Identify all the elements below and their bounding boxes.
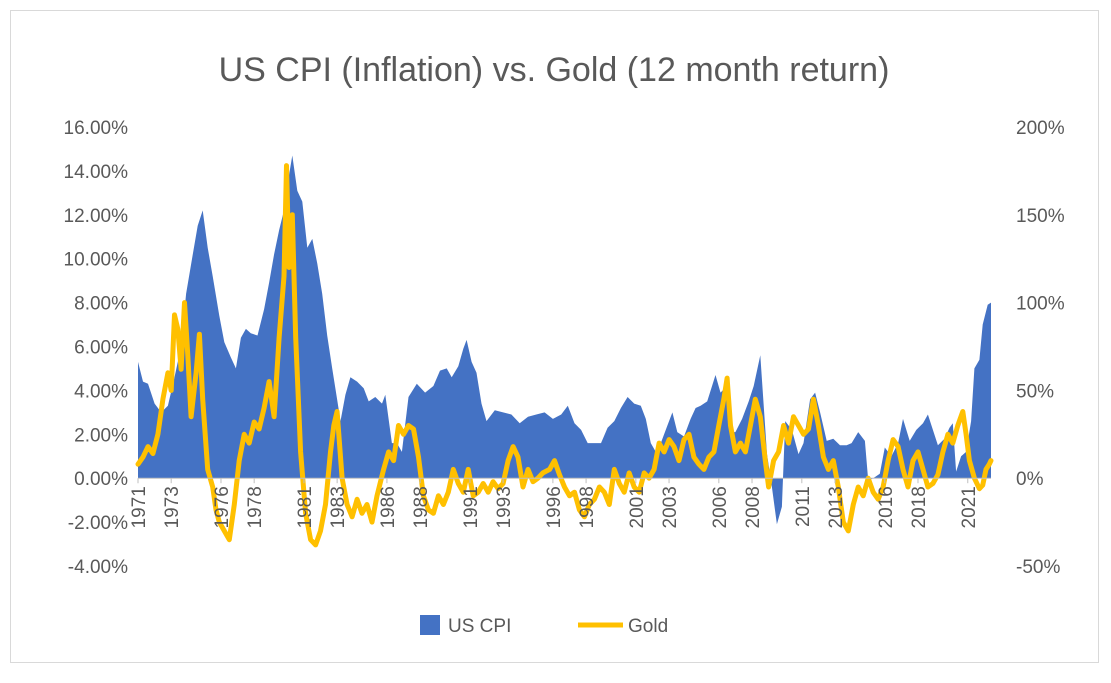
left-axis-tick-label: 0.00% (74, 469, 128, 490)
left-axis-tick-label: -4.00% (68, 557, 128, 578)
x-axis-tick-label: 1983 (328, 486, 349, 528)
right-axis-tick-label: 100% (1016, 294, 1065, 315)
x-axis-tick-label: 2006 (710, 486, 731, 528)
x-axis-tick-label: 1988 (411, 486, 432, 528)
cpi-series (138, 155, 991, 525)
chart: -4.00% -2.00% 0.00% 2.00% 4.00% 6.00% 8.00% 10.… (64, 51, 1065, 637)
x-axis-tick-label: 1986 (378, 486, 399, 528)
x-axis-tick-label: 1993 (494, 486, 515, 528)
x-axis-tick-label: 1991 (461, 486, 482, 528)
left-axis-tick-label: 14.00% (64, 162, 129, 183)
x-axis-tick-label: 1976 (212, 486, 233, 528)
left-axis-tick-label: -2.00% (68, 513, 128, 534)
axes-layer: -4.00% -2.00% 0.00% 2.00% 4.00% 6.00% 8.00% 10.… (64, 118, 1065, 578)
x-axis-tick-label: 2018 (909, 486, 930, 528)
x-axis-tick-label: 2001 (627, 486, 648, 528)
right-axis-tick-label: 0% (1016, 469, 1044, 490)
left-axis-tick-label: 10.00% (64, 250, 129, 271)
x-axis-tick-label: 2008 (743, 486, 764, 528)
x-axis-tick-label: 2003 (660, 486, 681, 528)
gold-line (135, 163, 994, 548)
right-axis-tick-label: 150% (1016, 206, 1065, 227)
legend-label-gold: Gold (628, 616, 668, 637)
left-axis-tick-label: 6.00% (74, 338, 128, 359)
x-axis-tick-label: 1973 (162, 486, 183, 528)
left-axis-tick-label: 4.00% (74, 381, 128, 402)
cpi-area (138, 155, 991, 525)
x-axis-tick-label: 2013 (826, 486, 847, 528)
x-axis-tick-label: 1998 (577, 486, 598, 528)
left-axis-tick-label: 16.00% (64, 118, 129, 139)
chart-frame: -4.00% -2.00% 0.00% 2.00% 4.00% 6.00% 8.00% 10.… (10, 10, 1099, 663)
x-axis-tick-label: 1996 (544, 486, 565, 528)
right-axis-tick-label: 50% (1016, 381, 1054, 402)
right-axis-tick-label: -50% (1016, 557, 1060, 578)
x-axis-tick-label: 1981 (295, 486, 316, 528)
right-axis-tick-label: 200% (1016, 118, 1065, 139)
gold-series (135, 163, 994, 548)
chart-title: US CPI (Inflation) vs. Gold (12 month re… (219, 51, 890, 89)
left-axis-tick-label: 2.00% (74, 425, 128, 446)
left-axis-tick-label: 8.00% (74, 294, 128, 315)
x-axis-tick-label: 2021 (959, 486, 980, 528)
legend: US CPI Gold (420, 615, 668, 637)
x-axis-tick-label: 2011 (793, 486, 814, 527)
x-axis-tick-label: 2016 (876, 486, 897, 528)
legend-swatch-cpi (420, 615, 440, 635)
x-axis-tick-label: 1971 (129, 486, 150, 528)
left-axis-tick-label: 12.00% (64, 206, 129, 227)
x-axis-tick-label: 1978 (245, 486, 266, 528)
legend-label-cpi: US CPI (448, 616, 511, 637)
